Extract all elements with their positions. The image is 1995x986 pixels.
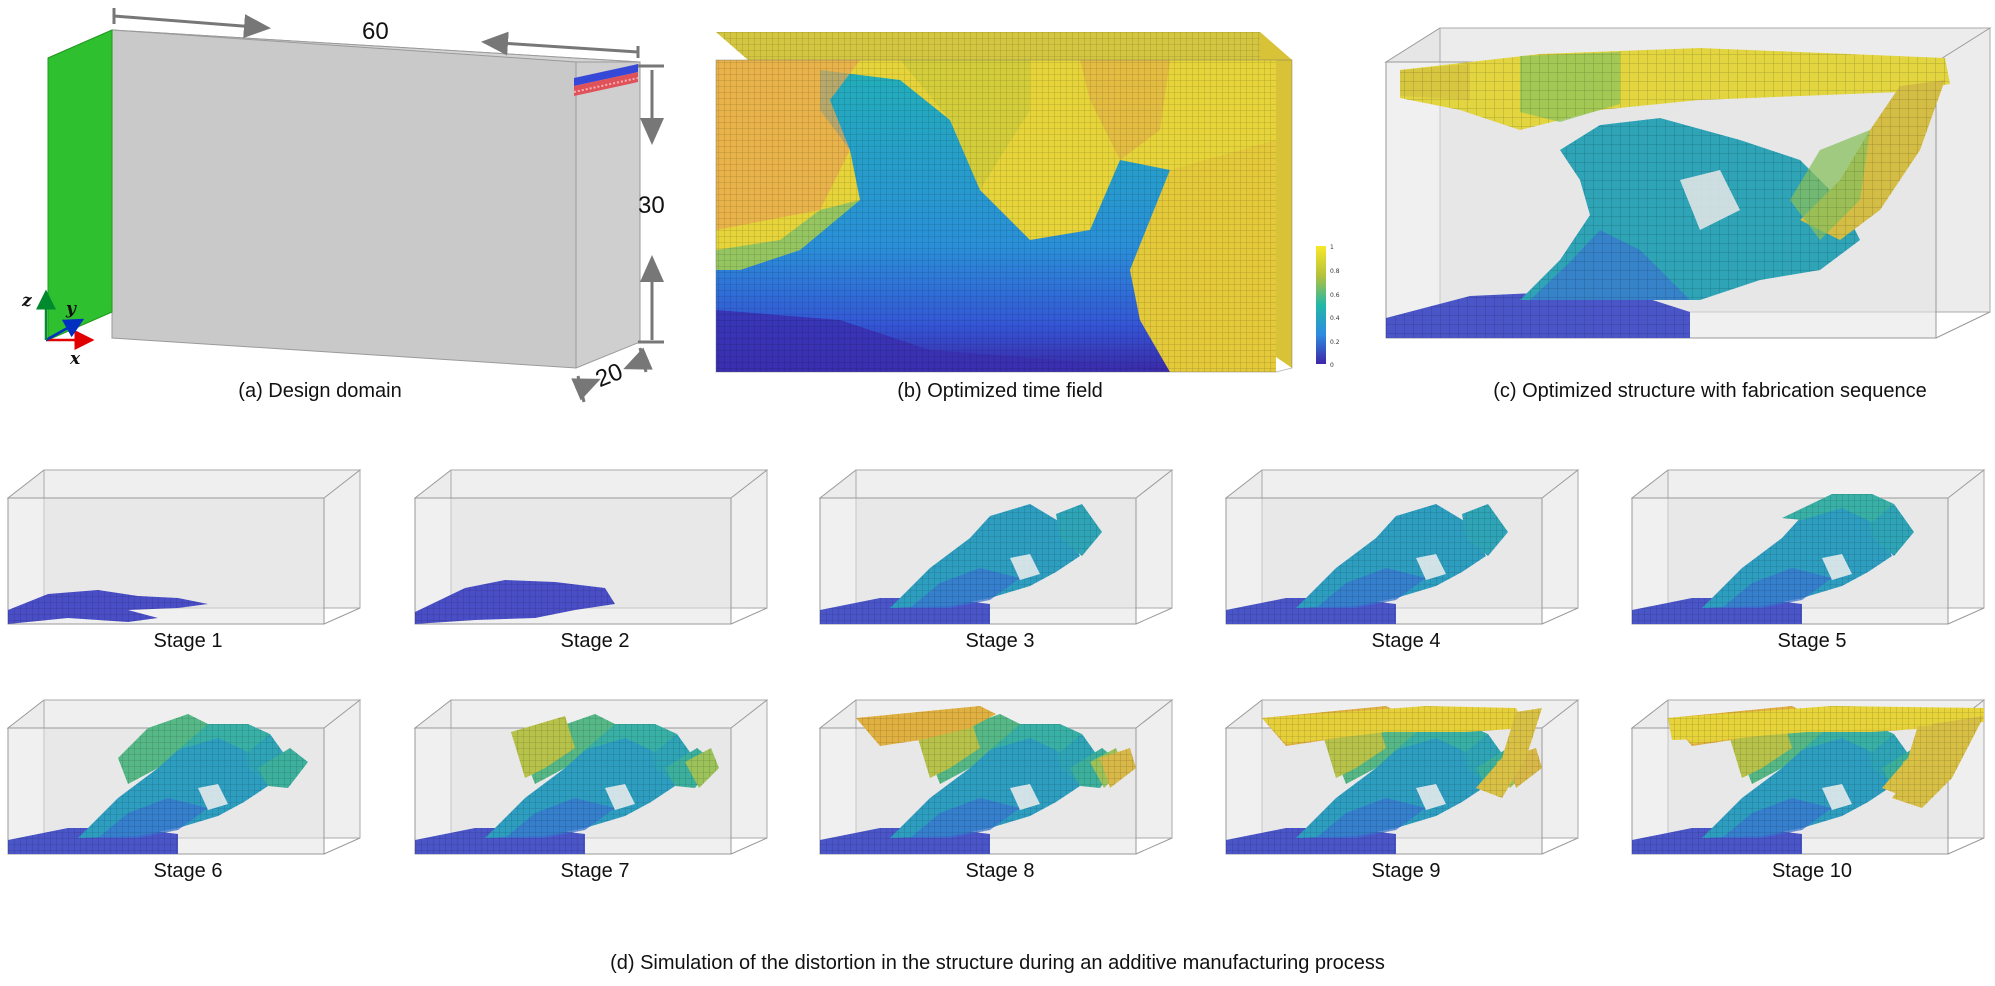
stage-8-render	[818, 688, 1180, 858]
stage-1-label: Stage 1	[153, 630, 223, 652]
stage-3-render	[818, 458, 1180, 628]
stage-6-render	[6, 688, 368, 858]
stage-5-render	[1630, 458, 1992, 628]
svg-text:0.2: 0.2	[1330, 339, 1340, 346]
dimension-length-label: 60	[362, 18, 389, 45]
dimension-height-label: 30	[638, 192, 665, 219]
dimension-height-lines	[638, 64, 664, 344]
svg-text:1: 1	[1330, 244, 1334, 251]
panel-b-caption: (b) Optimized time field	[897, 380, 1103, 402]
time-field-voxel-block	[715, 32, 1293, 373]
stage-8: Stage 8	[818, 688, 1180, 888]
stage-4: Stage 4	[1224, 458, 1586, 658]
axis-y-label: y	[65, 299, 77, 319]
axis-z-label: z	[21, 291, 32, 311]
panel-d-caption: (d) Simulation of the distortion in the …	[610, 952, 1385, 974]
svg-text:0: 0	[1330, 362, 1334, 369]
panel-b-time-field	[0, 0, 640, 380]
stage-7: Stage 7	[413, 688, 775, 888]
stage-2-render	[413, 458, 775, 628]
svg-text:0.4: 0.4	[1330, 315, 1340, 322]
axis-x-label: x	[69, 349, 81, 369]
stage-9-label: Stage 9	[1371, 860, 1441, 882]
svg-text:0.6: 0.6	[1330, 292, 1340, 299]
fixed-boundary-face	[48, 30, 112, 340]
panel-a-caption: (a) Design domain	[238, 380, 402, 402]
dimension-length-lines	[112, 8, 640, 58]
stage-9-render	[1224, 688, 1586, 858]
panel-c-optimized-structure	[1384, 27, 1992, 339]
colorbar: 1 0.8 0.6 0.4 0.2 0	[1316, 244, 1340, 369]
stage-6: Stage 6	[6, 688, 368, 888]
stage-8-label: Stage 8	[965, 860, 1035, 882]
stage-10-label: Stage 10	[1771, 860, 1853, 882]
stage-5-label: Stage 5	[1777, 630, 1847, 652]
panel-a-design-domain: x y z	[21, 8, 664, 403]
svg-text:0.8: 0.8	[1330, 268, 1340, 275]
stage-9: Stage 9	[1224, 688, 1586, 888]
stage-2-label: Stage 2	[560, 630, 630, 652]
stage-7-label: Stage 7	[560, 860, 630, 882]
dimension-depth-lines	[571, 347, 653, 403]
stage-1-render	[6, 458, 368, 628]
stage-5: Stage 5	[1630, 458, 1992, 658]
load-strip	[573, 64, 639, 96]
stage-3: Stage 3	[818, 458, 1180, 658]
stage-3-label: Stage 3	[965, 630, 1035, 652]
stage-4-render	[1224, 458, 1586, 628]
stage-2: Stage 2	[413, 458, 775, 658]
stage-10: Stage 10	[1630, 688, 1992, 888]
stage-1: Stage 1	[6, 458, 368, 658]
panel-c-caption: (c) Optimized structure with fabrication…	[1493, 380, 1927, 402]
stage-4-label: Stage 4	[1371, 630, 1441, 652]
coordinate-axes: x y z	[21, 289, 95, 369]
stage-6-label: Stage 6	[153, 860, 223, 882]
stage-7-render	[413, 688, 775, 858]
stage-10-render	[1630, 688, 1992, 858]
